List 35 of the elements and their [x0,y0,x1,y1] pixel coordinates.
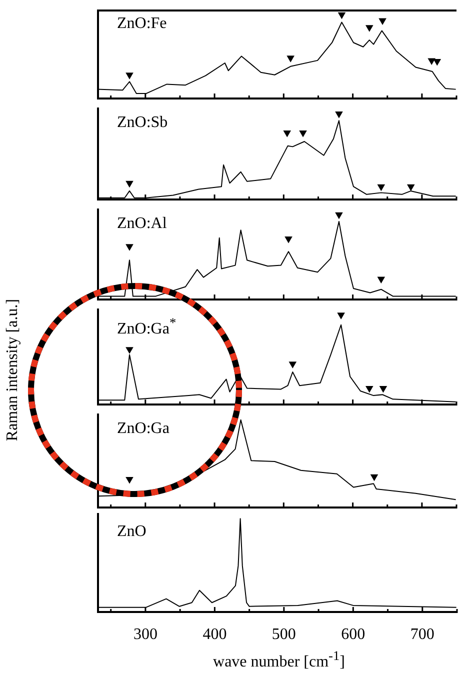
point [283,130,292,138]
point [377,276,386,284]
point [126,72,134,80]
x-tick-label: 300 [133,626,158,643]
x-tick-label: 400 [202,626,227,643]
point [126,347,134,354]
point [406,184,415,192]
chart-title: ZnO:Ga [117,420,170,438]
point [428,58,436,65]
point [337,312,345,320]
x-tick-label: 500 [272,626,296,643]
point [299,130,307,138]
chart-title: ZnO:Al [117,215,167,233]
point [288,362,297,368]
point [379,386,388,393]
point [335,111,343,118]
chart-title: ZnO:Fe [117,15,167,33]
chart-title: ZnO:Ga$^{*}$ [117,315,176,338]
x-tick-label: 600 [341,626,366,643]
point [126,244,134,251]
point [433,59,442,66]
x-tick-label: 700 [410,626,434,643]
chart-title: ZnO [117,523,146,541]
point [286,56,294,62]
point [335,212,343,220]
point [365,386,374,393]
point [338,12,346,20]
point [377,184,386,192]
point [284,236,292,244]
chart-title: ZnO:Sb [117,114,168,132]
point [126,180,134,188]
point [378,18,386,26]
y-axis-title: Raman intensity [a.u.] [4,298,22,442]
x-axis-title: wave number [cm$^{-1}$] [212,648,346,672]
point [365,25,374,32]
